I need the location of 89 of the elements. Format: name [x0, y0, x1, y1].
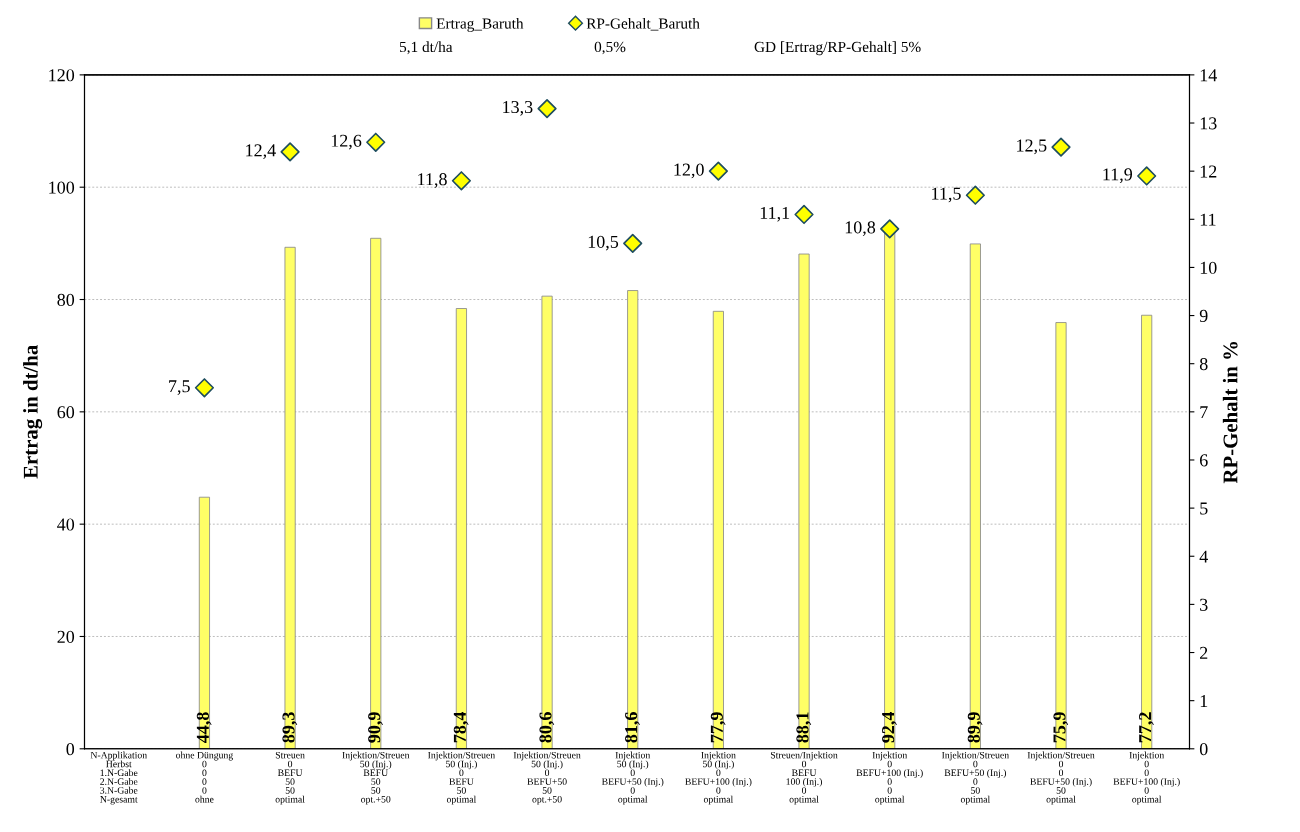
- data-label: 75,9: [1053, 712, 1069, 743]
- point: [280, 142, 300, 162]
- text: 0,5%: [594, 41, 626, 55]
- data-label: 78,4: [453, 711, 469, 743]
- bar: [198, 496, 210, 749]
- y2-tick-label: 2: [1200, 646, 1208, 659]
- y-tick-label: 100: [49, 181, 75, 194]
- data-label: 12,5: [1017, 139, 1047, 155]
- data-label: 11,1: [760, 206, 790, 222]
- x-tick-label: Streuen/Injektion 0 BEFU 100 (Inj.) 0 optimal: [770, 751, 838, 805]
- point: [194, 378, 215, 398]
- point: [1137, 166, 1157, 186]
- point: [794, 204, 814, 225]
- data-label: 77,2: [1139, 712, 1154, 743]
- point: [537, 98, 557, 119]
- y2-tick-label: 10: [1200, 261, 1217, 274]
- data-label: 11,9: [1103, 168, 1133, 184]
- y2-axis-title: RP-Gehalt in %: [1222, 342, 1238, 484]
- data-label: 7,5: [169, 380, 190, 395]
- y2-tick-label: 6: [1200, 454, 1208, 467]
- y2-tick-label: 1: [1200, 695, 1208, 707]
- data-label: 12,6: [331, 134, 362, 150]
- data-label: 12,4: [246, 144, 276, 160]
- y2-tick-label: 0: [1199, 743, 1208, 756]
- y-tick-label: 80: [57, 293, 75, 306]
- data-label: 89,3: [282, 712, 298, 743]
- y-tick-label: 120: [49, 69, 75, 82]
- x-tick-label: Injektion/Streuen 50 (Inj.) 0 BEFU+50 50 opt.+50: [513, 751, 581, 805]
- bar: [969, 243, 981, 749]
- y-tick-label: 0: [66, 743, 75, 756]
- x-tick-label: ohne Düngung 0 0 0 0 ohne: [176, 751, 233, 803]
- point: [451, 171, 472, 191]
- bar: [284, 246, 296, 749]
- y2-tick-label: 9: [1199, 309, 1208, 323]
- data-label: 77,9: [710, 712, 726, 743]
- x-tick-label: Injektion/Streuen 0 0 BEFU+50 (Inj.) 50 optimal: [1027, 751, 1095, 805]
- point: [623, 233, 643, 253]
- data-label: 10,8: [845, 221, 876, 237]
- bar: [370, 237, 382, 749]
- y2-tick-label: 4: [1199, 550, 1208, 563]
- y2-tick-label: 3: [1200, 598, 1208, 611]
- bar: [798, 253, 810, 749]
- data-label: 12,0: [674, 163, 704, 179]
- data-label: 44,8: [196, 712, 212, 743]
- x-tick-label: Streuen 0 BEFU 50 50 optimal: [275, 751, 305, 805]
- point: [1051, 137, 1071, 157]
- y2-tick-label: 12: [1200, 165, 1217, 178]
- text: 5,1 dt/ha: [399, 41, 453, 55]
- bar: [627, 290, 639, 749]
- data-label: 89,9: [967, 712, 983, 743]
- data-label: 11,5: [932, 187, 961, 203]
- legend-label: RP-Gehalt_Baruth: [586, 17, 700, 31]
- data-label: 81,6: [625, 712, 640, 743]
- data-label: 80,6: [539, 712, 555, 743]
- y2-tick-label: 7: [1200, 406, 1208, 419]
- x-tick-label: N-Applikation Herbst 1.N-Gabe 2.N-Gabe 3.N-Gabe N-gesamt: [90, 751, 147, 805]
- point: [366, 132, 386, 152]
- y2-tick-label: 8: [1199, 357, 1208, 371]
- data-label: 10,5: [588, 235, 619, 251]
- point: [965, 185, 985, 205]
- point: [708, 161, 728, 181]
- legend-label: Ertrag_Baruth: [436, 17, 524, 32]
- data-label: 88,1: [796, 712, 812, 743]
- x-tick-label: Injektion 0 BEFU+100 (Inj.) 0 0 optimal: [856, 751, 923, 805]
- y2-tick-label: 5: [1200, 502, 1208, 515]
- x-tick-label: Injektion 50 (Inj.) 0 BEFU+100 (Inj.) 0 optimal: [685, 751, 752, 805]
- x-tick-label: Injektion/Streuen 0 BEFU+50 (Inj.) 0 50 optimal: [941, 751, 1009, 805]
- x-tick-label: Injektion 0 0 BEFU+100 (Inj.) 0 optimal: [1113, 751, 1180, 805]
- x-tick-label: Injektion 50 (Inj.) 0 BEFU+50 (Inj.) 0 optimal: [601, 751, 664, 805]
- bar: [1055, 322, 1067, 749]
- text: GD [Ertrag/RP-Gehalt] 5%: [754, 41, 921, 56]
- data-label: 92,4: [882, 711, 897, 743]
- bar: [541, 295, 553, 749]
- y-axis-title: Ertrag in dt/ha: [23, 345, 43, 479]
- y-tick-label: 40: [57, 518, 75, 531]
- x-tick-label: Injektion/Streuen 50 (Inj.) BEFU 50 50 opt.+50: [342, 751, 410, 805]
- bar: [455, 308, 467, 749]
- bar: [1141, 314, 1153, 749]
- point: [880, 219, 900, 239]
- y2-tick-label: 14: [1200, 69, 1217, 82]
- bar: [712, 310, 724, 749]
- y2-tick-label: 11: [1200, 213, 1216, 226]
- data-label: 13,3: [503, 100, 533, 116]
- y-tick-label: 20: [57, 630, 75, 643]
- y2-tick-label: 13: [1200, 117, 1217, 130]
- y-tick-label: 60: [57, 406, 75, 419]
- data-label: 90,9: [368, 712, 383, 743]
- data-label: 11,8: [418, 173, 447, 188]
- x-tick-label: Injektion/Streuen 50 (Inj.) 0 BEFU 50 optimal: [428, 751, 495, 805]
